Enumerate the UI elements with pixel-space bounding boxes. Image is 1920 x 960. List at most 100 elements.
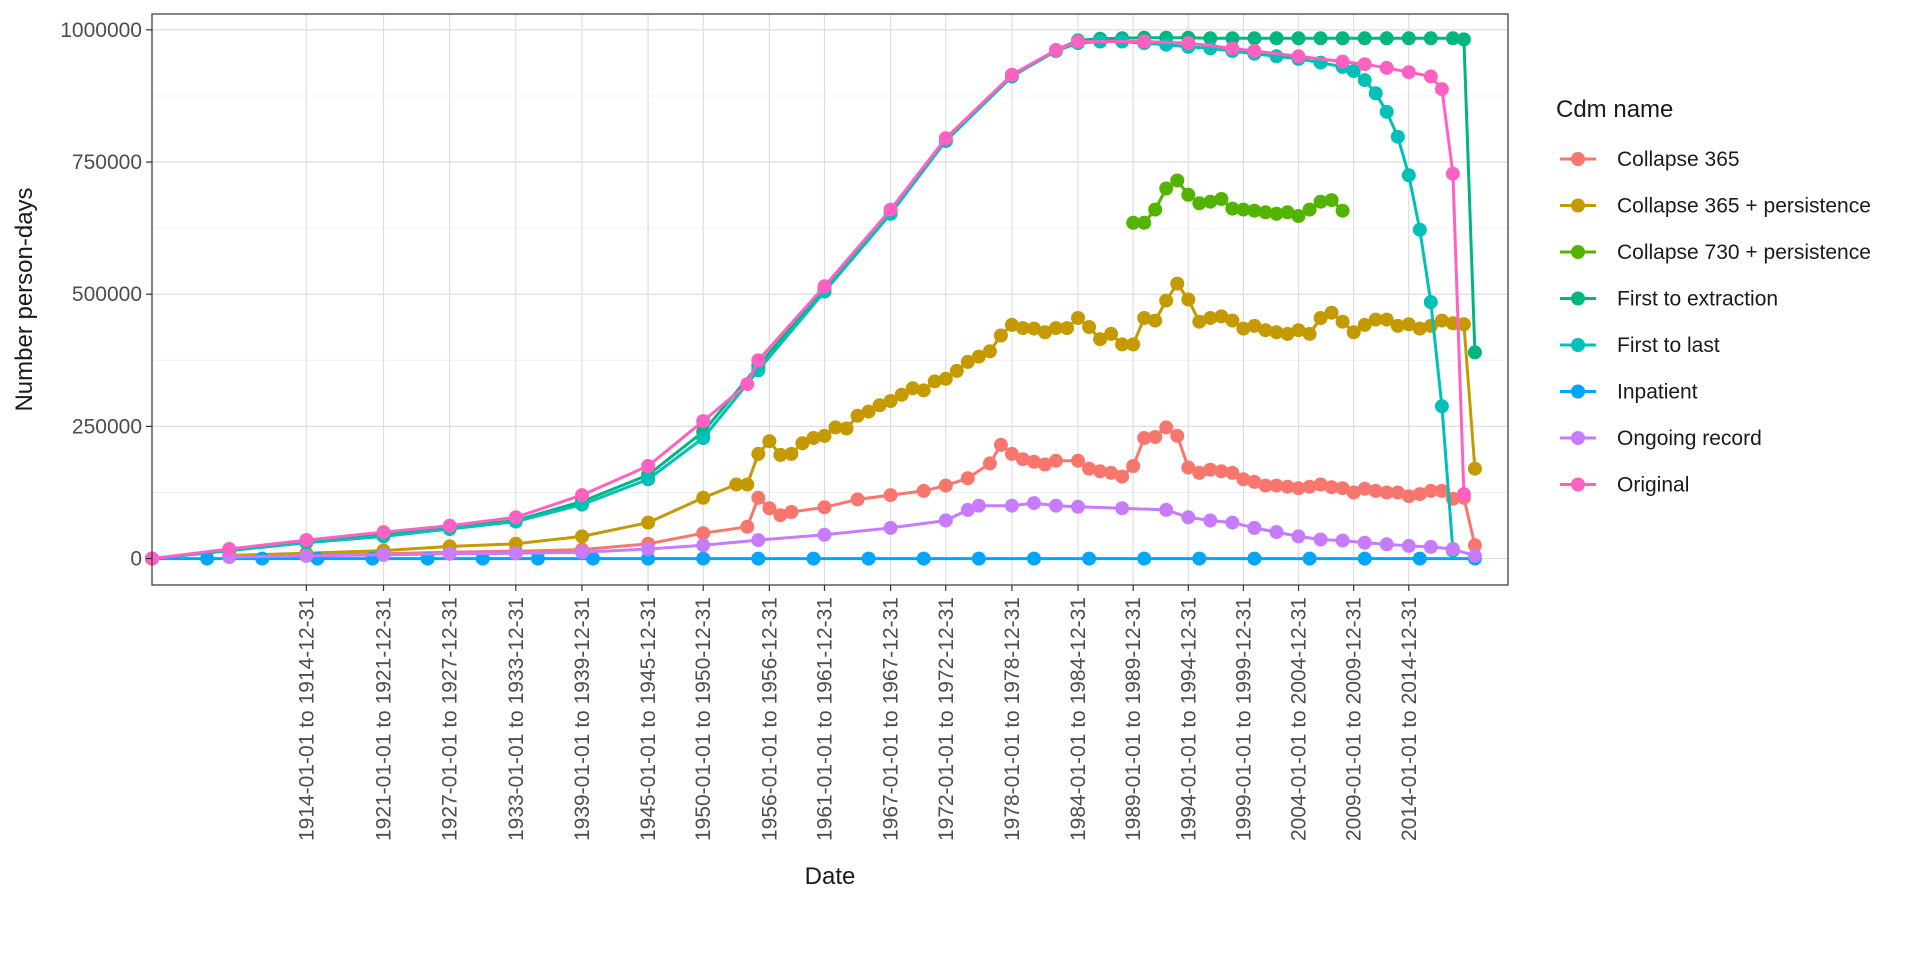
data-point bbox=[1104, 465, 1119, 480]
x-tick-label: 1956-01-01 to 1956-12-31 bbox=[758, 597, 781, 841]
legend-key-dot bbox=[1571, 152, 1585, 166]
data-point bbox=[1137, 431, 1152, 445]
data-point bbox=[1170, 173, 1185, 188]
legend-item: Collapse 730 + persistence bbox=[1560, 241, 1871, 264]
data-point bbox=[1148, 313, 1163, 328]
legend-item: Inpatient bbox=[1560, 381, 1698, 404]
x-tick-label: 1914-01-01 to 1914-12-31 bbox=[295, 597, 318, 841]
data-point bbox=[1445, 166, 1460, 181]
data-point bbox=[1126, 337, 1141, 352]
data-point bbox=[1291, 529, 1306, 544]
data-point bbox=[1456, 317, 1471, 332]
data-point bbox=[740, 519, 755, 534]
data-point bbox=[1236, 472, 1251, 487]
data-point bbox=[1412, 222, 1427, 237]
data-point bbox=[1192, 465, 1207, 480]
data-point bbox=[1247, 203, 1262, 218]
data-point bbox=[1137, 311, 1152, 325]
data-point bbox=[894, 387, 909, 402]
data-point bbox=[696, 551, 711, 566]
data-point bbox=[1214, 464, 1229, 479]
data-point bbox=[508, 510, 523, 525]
data-point bbox=[1357, 481, 1372, 496]
data-point bbox=[1181, 36, 1196, 51]
data-point bbox=[1071, 311, 1085, 325]
x-tick-label: 1989-01-01 to 1989-12-31 bbox=[1122, 597, 1145, 841]
legend-item: Ongoing record bbox=[1560, 427, 1762, 450]
data-point bbox=[1214, 309, 1229, 324]
legend-key-dot bbox=[1571, 245, 1585, 259]
data-point bbox=[1258, 478, 1273, 493]
data-point bbox=[1313, 532, 1328, 547]
data-point bbox=[1236, 202, 1251, 217]
data-point bbox=[1071, 499, 1085, 514]
data-point bbox=[982, 344, 997, 359]
plot-panel-border bbox=[151, 13, 1509, 586]
data-point bbox=[828, 420, 843, 435]
x-tick-label: 1961-01-01 to 1961-12-31 bbox=[813, 597, 836, 841]
data-point bbox=[839, 421, 854, 436]
data-point bbox=[1115, 337, 1130, 352]
data-point bbox=[1313, 31, 1328, 46]
data-point bbox=[641, 459, 656, 473]
data-point bbox=[1401, 65, 1416, 80]
data-point bbox=[883, 488, 898, 503]
data-point bbox=[1368, 86, 1383, 101]
x-tick-label: 1972-01-01 to 1972-12-31 bbox=[935, 597, 958, 841]
data-point bbox=[1247, 318, 1262, 333]
data-point bbox=[1225, 515, 1240, 530]
data-point bbox=[1071, 34, 1085, 49]
data-point bbox=[784, 446, 799, 461]
legend-item: First to extraction bbox=[1560, 288, 1778, 311]
data-point bbox=[222, 542, 237, 556]
data-point bbox=[1027, 496, 1041, 511]
data-point bbox=[1324, 480, 1339, 495]
y-tick-label: 1000000 bbox=[60, 19, 142, 42]
y-tick-label: 250000 bbox=[72, 415, 142, 438]
data-point bbox=[773, 447, 788, 462]
series-collapse-730-persistence bbox=[1126, 173, 1350, 230]
data-point bbox=[949, 363, 964, 378]
data-point bbox=[1291, 49, 1306, 64]
data-point bbox=[1346, 64, 1361, 79]
data-point bbox=[1015, 321, 1030, 336]
data-point bbox=[1401, 538, 1416, 553]
legend-title: Cdm name bbox=[1556, 96, 1673, 123]
data-point bbox=[1445, 542, 1460, 556]
legend-label: First to last bbox=[1617, 334, 1720, 357]
data-point bbox=[1258, 205, 1273, 220]
data-point bbox=[795, 436, 810, 451]
data-point bbox=[960, 471, 975, 486]
data-point bbox=[1181, 187, 1196, 202]
data-point bbox=[1236, 321, 1251, 336]
data-point bbox=[1148, 202, 1163, 217]
data-point bbox=[960, 502, 975, 517]
data-point bbox=[993, 437, 1008, 452]
data-point bbox=[1335, 481, 1350, 496]
data-point bbox=[1269, 49, 1284, 64]
data-point bbox=[1280, 205, 1295, 220]
data-point bbox=[1401, 489, 1416, 504]
data-point bbox=[1467, 538, 1482, 553]
data-point bbox=[1247, 520, 1262, 535]
data-point bbox=[1379, 31, 1394, 46]
data-point bbox=[883, 394, 898, 408]
data-point bbox=[1401, 168, 1416, 183]
legend-label: Collapse 365 + persistence bbox=[1617, 195, 1871, 218]
x-tick-label: 1950-01-01 to 1950-12-31 bbox=[692, 597, 715, 841]
data-point bbox=[1082, 461, 1097, 476]
data-point bbox=[1137, 551, 1152, 566]
legend-item: Collapse 365 bbox=[1560, 148, 1740, 171]
legend-label: Collapse 365 bbox=[1617, 148, 1740, 171]
data-point bbox=[1082, 551, 1097, 566]
data-point bbox=[1159, 37, 1174, 52]
data-point bbox=[1412, 321, 1427, 336]
data-point bbox=[1004, 67, 1019, 82]
data-point bbox=[1115, 501, 1130, 516]
data-point bbox=[938, 371, 953, 386]
legend-key-dot bbox=[1571, 477, 1585, 492]
data-point bbox=[1269, 31, 1284, 46]
data-point bbox=[1203, 462, 1218, 477]
data-point bbox=[1401, 317, 1416, 332]
